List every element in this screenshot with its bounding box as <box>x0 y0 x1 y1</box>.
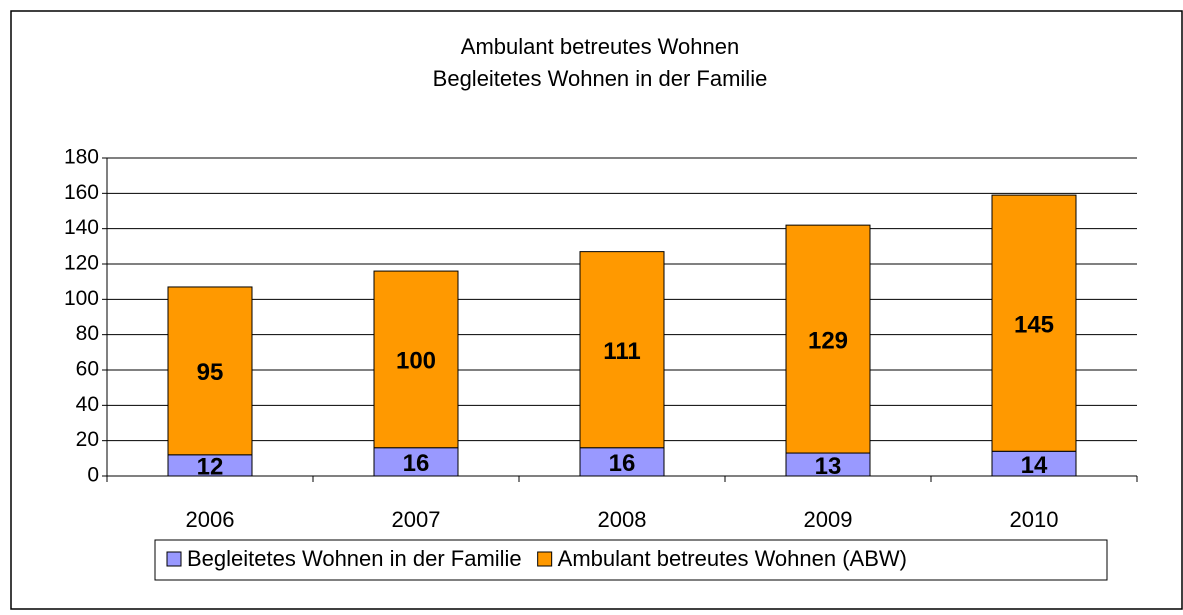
x-tick-label: 2007 <box>392 507 441 532</box>
data-label: 145 <box>1014 312 1054 339</box>
data-label: 16 <box>609 450 636 477</box>
chart-title: Ambulant betreutes Wohnen <box>461 34 739 59</box>
data-label: 14 <box>1021 452 1048 479</box>
legend-swatch <box>166 551 182 567</box>
bar-segment <box>373 270 459 449</box>
bar-segment <box>785 224 871 454</box>
y-tick-label: 20 <box>76 428 99 451</box>
y-tick-label: 160 <box>64 181 99 204</box>
chart-subtitle: Begleitetes Wohnen in der Familie <box>433 66 768 91</box>
legend-label: Begleitetes Wohnen in der Familie <box>187 546 522 571</box>
data-label: 95 <box>197 359 224 386</box>
y-tick-label: 120 <box>64 252 99 275</box>
data-label: 111 <box>603 338 640 365</box>
bar-segment <box>579 251 665 449</box>
x-tick-label: 2006 <box>186 507 235 532</box>
bar-segment <box>373 447 459 477</box>
data-label: 12 <box>197 454 224 481</box>
legend-box <box>154 539 1108 581</box>
y-tick-label: 140 <box>64 216 99 239</box>
data-label: 16 <box>403 450 430 477</box>
data-label: 100 <box>396 348 436 375</box>
bar-segment <box>167 286 253 456</box>
data-label: 13 <box>815 453 842 480</box>
y-tick-label: 100 <box>64 287 99 310</box>
y-tick-label: 60 <box>76 358 99 381</box>
y-tick-label: 180 <box>64 146 99 169</box>
x-tick-label: 2010 <box>1010 507 1059 532</box>
legend-swatch <box>537 551 553 567</box>
y-tick-label: 80 <box>76 322 99 345</box>
y-tick-label: 40 <box>76 393 99 416</box>
data-label: 129 <box>808 327 848 354</box>
x-tick-label: 2009 <box>804 507 853 532</box>
x-tick-label: 2008 <box>598 507 647 532</box>
legend-label: Ambulant betreutes Wohnen (ABW) <box>558 546 907 571</box>
y-tick-label: 0 <box>87 464 99 487</box>
bar-segment <box>991 194 1077 452</box>
